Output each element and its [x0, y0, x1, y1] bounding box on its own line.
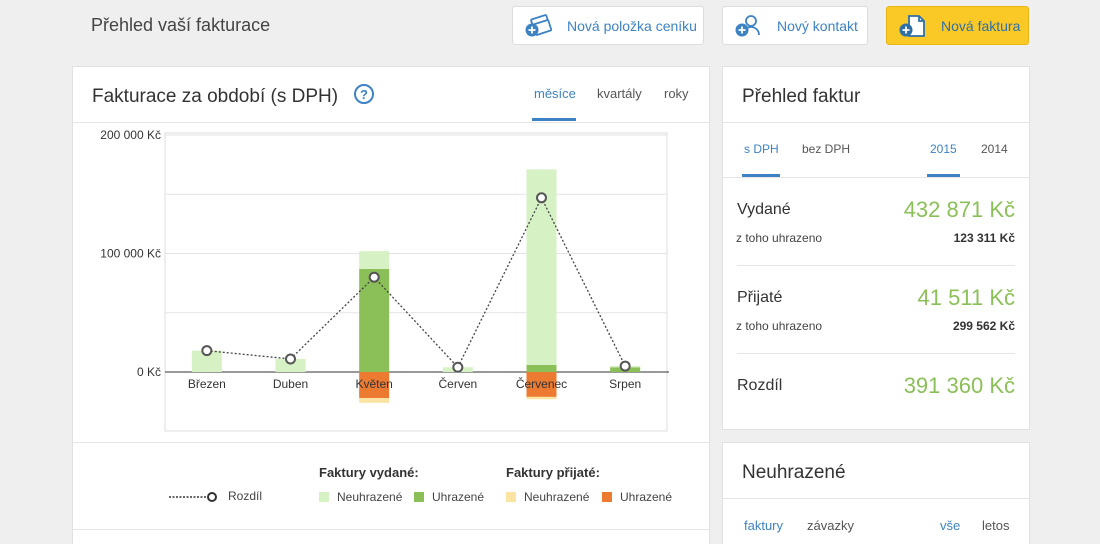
unpaid-title: Neuhrazené: [742, 462, 846, 483]
difference-point: [536, 192, 547, 204]
tab-quarters[interactable]: kvartály: [597, 86, 642, 101]
bar-issued-paid: [526, 364, 557, 372]
billing-card: Fakturace za období (s DPH) ? měsíce kva…: [72, 66, 710, 544]
bar-issued-unpaid: [275, 358, 306, 372]
billing-chart: 200 000 Kč 100 000 Kč 0 Kč Březen Duben Květe…: [100, 128, 669, 432]
bar-issued-unpaid: [191, 350, 222, 372]
new-invoice-button[interactable]: Nová faktura: [886, 6, 1029, 45]
issued-paid-value: 123 311 Kč: [953, 231, 1015, 245]
issued-unpaid-swatch: [319, 492, 329, 502]
difference-point: [452, 361, 464, 373]
x-tick-label: Duben: [273, 377, 308, 391]
y-tick-label: 200 000 Kč: [100, 128, 161, 142]
received-unpaid-swatch: [506, 492, 516, 502]
divider: [73, 529, 709, 530]
new-price-item-label: Nová položka ceníku: [567, 17, 697, 34]
received-unpaid-label: Neuhrazené: [524, 490, 590, 504]
received-paid-swatch: [602, 492, 612, 502]
received-paid-label: z toho uhrazeno: [736, 319, 823, 333]
x-tick-label: Květen: [355, 377, 392, 391]
tab-year-2014[interactable]: 2014: [981, 142, 1008, 156]
invoice-overview-card: Přehled faktur s DPH bez DPH 2015 2014 V…: [722, 66, 1030, 430]
received-legend-title: Faktury přijaté:: [506, 465, 600, 480]
diff-legend-icon: [169, 492, 217, 502]
new-contact-button[interactable]: Nový kontakt: [722, 6, 868, 45]
tab-months[interactable]: měsíce: [534, 86, 576, 101]
price-list-add-icon: [523, 12, 555, 40]
filter-this-year[interactable]: letos: [982, 518, 1010, 533]
overview-title: Přehled faktur: [742, 86, 861, 107]
y-tick-label: 0 Kč: [137, 365, 161, 379]
bar-received-unpaid: [526, 396, 557, 400]
difference-value: 391 360 Kč: [903, 373, 1015, 398]
difference-point: [368, 271, 380, 283]
issued-legend-title: Faktury vydané:: [319, 465, 419, 480]
tab-with-vat[interactable]: s DPH: [744, 142, 779, 156]
filter-all[interactable]: vše: [940, 518, 961, 533]
issued-value: 432 871 Kč: [903, 197, 1015, 222]
row-divider: [737, 353, 1015, 354]
difference-label: Rozdíl: [737, 377, 783, 394]
difference-point: [619, 360, 631, 372]
bar-received-paid: [359, 372, 390, 399]
bar-received-unpaid: [359, 398, 390, 403]
billing-card-title: Fakturace za období (s DPH): [92, 86, 339, 107]
issued-unpaid-label: Neuhrazené: [337, 490, 403, 504]
new-price-item-button[interactable]: Nová položka ceníku: [512, 6, 704, 45]
invoice-add-icon: [897, 12, 929, 40]
help-icon[interactable]: ?: [354, 84, 374, 104]
received-value: 41 511 Kč: [917, 285, 1015, 310]
tab-without-vat[interactable]: bez DPH: [802, 142, 851, 156]
row-divider: [737, 265, 1015, 266]
issued-label: Vydané: [737, 201, 791, 218]
bar-issued-paid: [359, 268, 390, 372]
tab-invoices[interactable]: faktury: [744, 518, 784, 533]
divider: [73, 122, 709, 123]
issued-paid-swatch: [414, 492, 424, 502]
divider: [723, 498, 1029, 499]
difference-point: [201, 345, 213, 357]
divider: [723, 177, 1029, 178]
received-label: Přijaté: [737, 289, 783, 306]
tab-years[interactable]: roky: [664, 86, 689, 101]
x-tick-label: Červenec: [516, 376, 567, 391]
bar-issued-unpaid: [359, 251, 390, 269]
bar-received-paid: [526, 372, 557, 397]
page-title: Přehled vaší fakturace: [91, 15, 271, 35]
contact-add-icon: [733, 12, 765, 40]
unpaid-card: Neuhrazené faktury závazky vše letos: [722, 442, 1030, 544]
plot-frame: [164, 132, 668, 432]
x-tick-label: Březen: [188, 377, 226, 391]
divider: [73, 442, 709, 443]
divider: [723, 122, 1029, 123]
difference-point: [285, 353, 296, 365]
x-tick-label: Červen: [438, 376, 477, 391]
new-invoice-label: Nová faktura: [941, 17, 1021, 34]
tab-year-underline: [927, 174, 960, 177]
new-contact-label: Nový kontakt: [777, 17, 858, 34]
x-tick-label: Srpen: [609, 377, 641, 391]
issued-paid-label: z toho uhrazeno: [736, 231, 823, 245]
tab-year-2015[interactable]: 2015: [930, 142, 957, 156]
received-paid-value: 299 562 Kč: [952, 319, 1015, 333]
tab-active-underline: [532, 118, 576, 121]
diff-legend-label: Rozdíl: [228, 489, 263, 503]
tab-vat-underline: [742, 174, 780, 177]
tab-liabilities[interactable]: závazky: [807, 518, 854, 533]
y-tick-label: 100 000 Kč: [100, 247, 161, 261]
received-paid-label: Uhrazené: [620, 490, 673, 504]
difference-line: [206, 196, 626, 369]
issued-paid-label: Uhrazené: [432, 490, 485, 504]
